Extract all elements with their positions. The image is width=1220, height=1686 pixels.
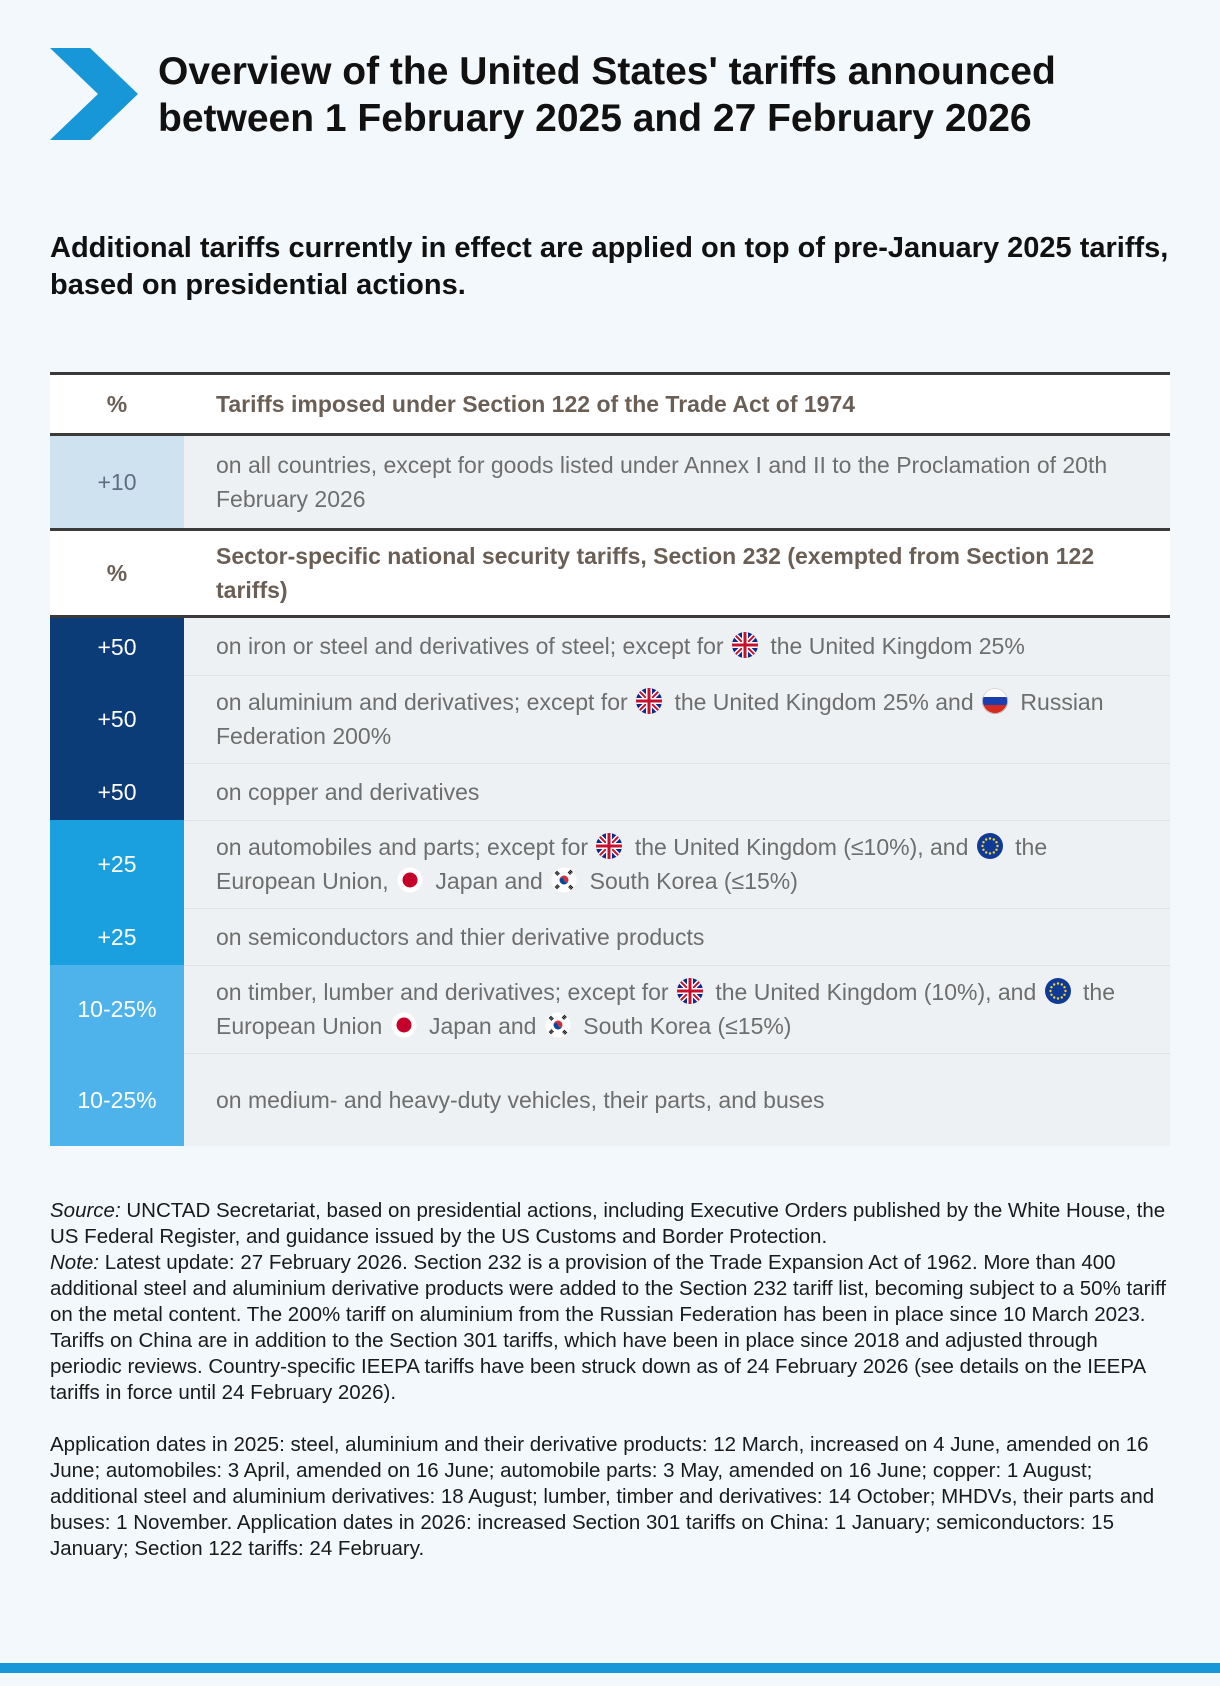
japan-flag-icon — [391, 1012, 417, 1038]
tariff-description: on iron or steel and derivatives of stee… — [184, 616, 1170, 676]
uk-flag-icon — [677, 978, 703, 1004]
description-text: Japan and — [429, 1013, 537, 1039]
tariff-description: on timber, lumber and derivatives; excep… — [184, 965, 1170, 1054]
tariff-description: on medium- and heavy-duty vehicles, thei… — [184, 1053, 1170, 1146]
percent-column-header: % — [50, 372, 184, 436]
description-text: the United Kingdom 25% — [770, 633, 1025, 660]
tariff-value: +50 — [50, 675, 184, 763]
description-text: the European Union, — [216, 834, 1048, 894]
tariff-table: % Tariffs imposed under Section 122 of t… — [50, 372, 1170, 1146]
description-text: on iron or steel and derivatives of stee… — [216, 633, 724, 660]
page-subtitle: Additional tariffs currently in effect a… — [50, 232, 1169, 301]
chevron-right-icon — [50, 48, 138, 140]
description-text: on copper and derivatives — [216, 778, 480, 805]
source-note: Source: UNCTAD Secretariat, based on pre… — [50, 1198, 1170, 1250]
table-row: 10-25% on timber, lumber and derivatives… — [50, 965, 1170, 1054]
section122-header-row: % Tariffs imposed under Section 122 of t… — [50, 372, 1170, 436]
description-text: the European Union — [216, 979, 1116, 1039]
description-text: on automobiles and parts; except for — [216, 834, 589, 860]
table-row: 10-25% on medium- and heavy-duty vehicle… — [50, 1053, 1170, 1146]
uk-flag-icon — [596, 833, 622, 859]
tariff-value: 10-25% — [50, 1053, 184, 1146]
percent-column-header: % — [50, 528, 184, 618]
source-text: UNCTAD Secretariat, based on presidentia… — [50, 1199, 1166, 1248]
description-text: the United Kingdom (10%), and — [715, 979, 1037, 1005]
tariff-description: on all countries, except for goods liste… — [184, 434, 1170, 530]
eu-flag-icon — [1045, 978, 1071, 1004]
table-row: +50 on iron or steel and derivatives of … — [50, 616, 1170, 676]
description-text: Russian Federation 200% — [216, 689, 1104, 749]
tariff-description: on copper and derivatives — [184, 763, 1170, 821]
section232-header-row: % Sector-specific national security tari… — [50, 528, 1170, 618]
description-text: on medium- and heavy-duty vehicles, thei… — [216, 1086, 825, 1113]
application-dates: Application dates in 2025: steel, alumin… — [50, 1433, 1155, 1560]
tariff-value: +25 — [50, 820, 184, 908]
note: Note: Latest update: 27 February 2026. S… — [50, 1250, 1170, 1406]
south-korea-flag-icon — [551, 867, 577, 893]
description-text: South Korea (≤15%) — [589, 868, 798, 894]
tariff-value: +50 — [50, 763, 184, 820]
source-label: Source: — [50, 1199, 121, 1222]
russia-flag-icon — [982, 688, 1008, 714]
section232-heading: Sector-specific national security tariff… — [184, 528, 1170, 618]
page-title: Overview of the United States' tariffs a… — [158, 50, 1056, 140]
japan-flag-icon — [397, 867, 423, 893]
table-row: +50 on copper and derivatives — [50, 763, 1170, 821]
note-text: Latest update: 27 February 2026. Section… — [50, 1251, 1166, 1404]
south-korea-flag-icon — [545, 1012, 571, 1038]
description-text: on timber, lumber and derivatives; excep… — [216, 979, 669, 1005]
table-row: +25 on automobiles and parts; except for… — [50, 820, 1170, 909]
tariff-description: on semiconductors and thier derivative p… — [184, 908, 1170, 966]
table-row: +25 on semiconductors and thier derivati… — [50, 908, 1170, 966]
table-row: +50 on aluminium and derivatives; except… — [50, 675, 1170, 764]
uk-flag-icon — [636, 688, 662, 714]
tariff-description: on automobiles and parts; except for the… — [184, 820, 1170, 909]
note-label: Note: — [50, 1251, 99, 1274]
tariff-description: on aluminium and derivatives; except for… — [184, 675, 1170, 764]
footer-notes: Source: UNCTAD Secretariat, based on pre… — [50, 1198, 1170, 1562]
description-text: South Korea (≤15%) — [583, 1013, 792, 1039]
tariff-value: +25 — [50, 908, 184, 965]
description-text: the United Kingdom 25% and — [674, 689, 974, 715]
tariff-value: 10-25% — [50, 965, 184, 1053]
description-text: on semiconductors and thier derivative p… — [216, 923, 705, 950]
tariff-value: +50 — [50, 616, 184, 675]
table-row: +10 on all countries, except for goods l… — [50, 434, 1170, 530]
section122-heading: Tariffs imposed under Section 122 of the… — [184, 372, 1170, 436]
tariff-value: +10 — [50, 434, 184, 530]
bottom-accent-bar — [0, 1663, 1220, 1673]
description-text: on aluminium and derivatives; except for — [216, 689, 628, 715]
uk-flag-icon — [732, 632, 758, 658]
eu-flag-icon — [977, 833, 1003, 859]
description-text: Japan and — [435, 868, 543, 894]
description-text: the United Kingdom (≤10%), and — [634, 834, 969, 860]
